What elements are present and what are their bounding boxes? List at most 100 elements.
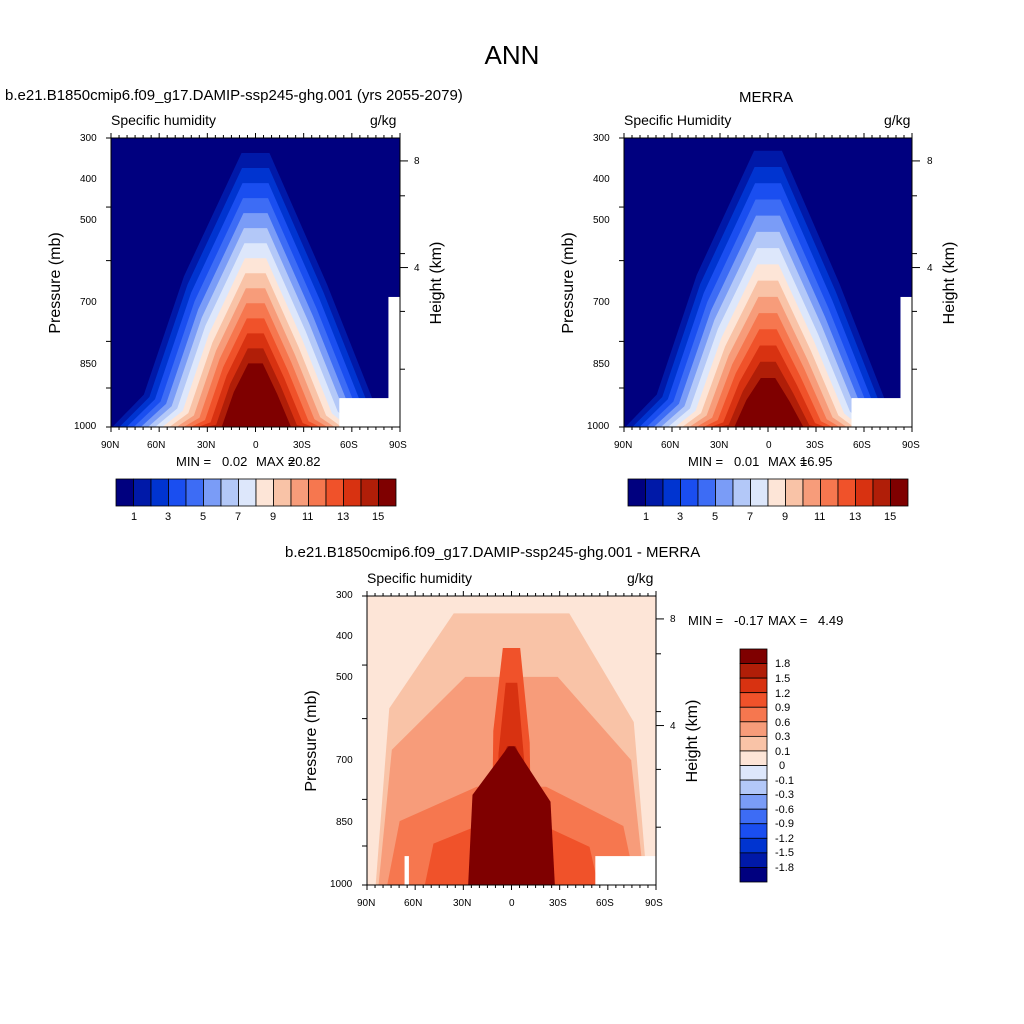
colorbar-box <box>890 478 909 507</box>
min-label: MIN = <box>688 613 724 628</box>
y2-tick-label: 8 <box>414 156 420 167</box>
y-tick-label: 400 <box>80 174 97 185</box>
y-tick-label: 300 <box>593 133 610 144</box>
y-tick-label: 1000 <box>330 879 353 890</box>
colorbar-label: 1 <box>643 511 650 523</box>
colorbar-label: 3 <box>165 511 172 523</box>
x-tick-label: 60N <box>404 898 423 909</box>
colorbar-label: 1.8 <box>775 658 791 670</box>
x-tick-label: 0 <box>253 440 259 451</box>
y-tick-label: 850 <box>80 359 97 370</box>
y-tick-label: 1000 <box>74 421 97 432</box>
colorbar-label: -0.3 <box>775 789 794 801</box>
x-tick-label: 30N <box>710 440 729 451</box>
max-label: MAX = <box>768 454 808 469</box>
y-tick-label: 300 <box>80 133 97 144</box>
colorbar-box <box>739 779 768 796</box>
y2-tick-label: 8 <box>670 614 676 625</box>
colorbar-label: 7 <box>747 511 754 523</box>
subtitle-left: Specific Humidity <box>624 112 732 128</box>
x-tick-label: 0 <box>766 440 772 451</box>
colorbar-label: 3 <box>677 511 684 523</box>
colorbar-label: 13 <box>337 511 350 523</box>
max-label: MAX = <box>256 454 296 469</box>
y-tick-label: 500 <box>593 215 610 226</box>
colorbar-label: 15 <box>372 511 385 523</box>
colorbar-box <box>739 721 768 737</box>
x-tick-label: 30S <box>549 898 567 909</box>
colorbar-box <box>739 750 768 766</box>
y-tick-label: 850 <box>593 359 610 370</box>
colorbar-box <box>739 765 768 781</box>
subtitle-units: g/kg <box>884 112 911 128</box>
y2-tick-label: 8 <box>927 156 933 167</box>
x-tick-label: 60S <box>340 440 358 451</box>
panel-title-model: b.e21.B1850cmip6.f09_g17.DAMIP-ssp245-gh… <box>5 87 463 104</box>
x-tick-label: 30N <box>197 440 216 451</box>
max-value: 20.82 <box>288 454 321 469</box>
colorbar-box <box>739 663 768 679</box>
colorbar-label: 1 <box>131 511 138 523</box>
panel-title-difference: b.e21.B1850cmip6.f09_g17.DAMIP-ssp245-gh… <box>285 544 701 561</box>
subtitle-units: g/kg <box>627 570 654 586</box>
colorbar-label: -0.9 <box>775 818 794 830</box>
missing-data-region <box>900 296 912 427</box>
colorbar-box <box>739 837 768 854</box>
y-tick-label: 400 <box>336 631 353 642</box>
x-tick-label: 90S <box>902 440 920 451</box>
missing-data-region <box>404 856 409 885</box>
colorbar-box <box>739 735 768 752</box>
y2-tick-label: 4 <box>414 263 420 274</box>
missing-data-region <box>595 856 656 885</box>
x-tick-label: 90N <box>614 440 633 451</box>
colorbar-box <box>739 823 768 839</box>
colorbar-label: 1.2 <box>775 688 791 700</box>
max-label: MAX = <box>768 613 808 628</box>
colorbar-box <box>378 478 397 507</box>
colorbar-label: -1.8 <box>775 862 794 874</box>
min-label: MIN = <box>688 454 724 469</box>
colorbar-label: 1.5 <box>775 673 791 685</box>
x-tick-label: 90N <box>101 440 120 451</box>
y-tick-label: 1000 <box>587 421 610 432</box>
max-value: 4.49 <box>818 613 844 628</box>
colorbar-box <box>739 808 768 825</box>
subtitle-left: Specific humidity <box>367 570 473 586</box>
colorbar-label: 7 <box>235 511 242 523</box>
y-tick-label: 400 <box>593 174 610 185</box>
colorbar-label: -0.6 <box>775 804 794 816</box>
subtitle-units: g/kg <box>370 112 397 128</box>
contour-fill-level <box>724 377 812 427</box>
colorbar-label: 5 <box>200 511 207 523</box>
colorbar-label: 11 <box>814 511 826 523</box>
colorbar-box <box>739 692 768 708</box>
colorbar-label: -0.1 <box>775 775 794 787</box>
min-value: 0.02 <box>222 454 248 469</box>
subtitle-left: Specific humidity <box>111 112 217 128</box>
colorbar-label: 0 <box>779 760 786 772</box>
contour-fill-level <box>212 363 299 427</box>
colorbar-box <box>739 794 768 810</box>
colorbar-label: 11 <box>302 511 314 523</box>
colorbar-label: 13 <box>849 511 862 523</box>
colorbar-label: 0.1 <box>775 746 791 758</box>
x-tick-label: 30S <box>806 440 824 451</box>
colorbar-label: 0.6 <box>775 717 791 729</box>
colorbar-box <box>739 867 768 883</box>
y-tick-label: 700 <box>593 297 610 308</box>
x-tick-label: 90S <box>645 898 663 909</box>
x-tick-label: 60S <box>596 898 614 909</box>
colorbar-box <box>739 677 768 694</box>
colorbar-label: 9 <box>782 511 789 523</box>
min-value: 0.01 <box>734 454 760 469</box>
x-tick-label: 60S <box>853 440 871 451</box>
y2-tick-label: 4 <box>670 721 676 732</box>
y-tick-label: 700 <box>336 755 353 766</box>
min-value: -0.17 <box>734 613 764 628</box>
panel-title-merra: MERRA <box>739 89 794 106</box>
y-tick-label: 300 <box>336 590 353 601</box>
colorbar-label: -1.2 <box>775 833 794 845</box>
